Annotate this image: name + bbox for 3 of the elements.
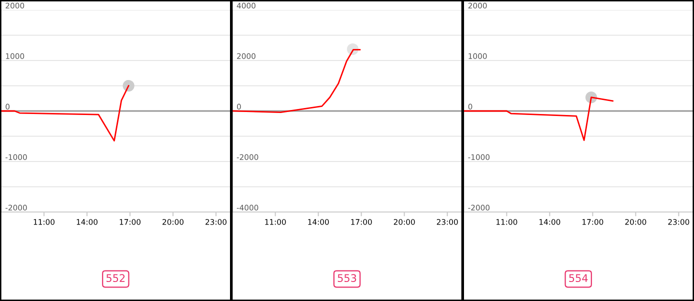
text: 552 xyxy=(106,274,125,282)
text: 554 xyxy=(569,274,588,282)
text: 553 xyxy=(338,274,356,282)
